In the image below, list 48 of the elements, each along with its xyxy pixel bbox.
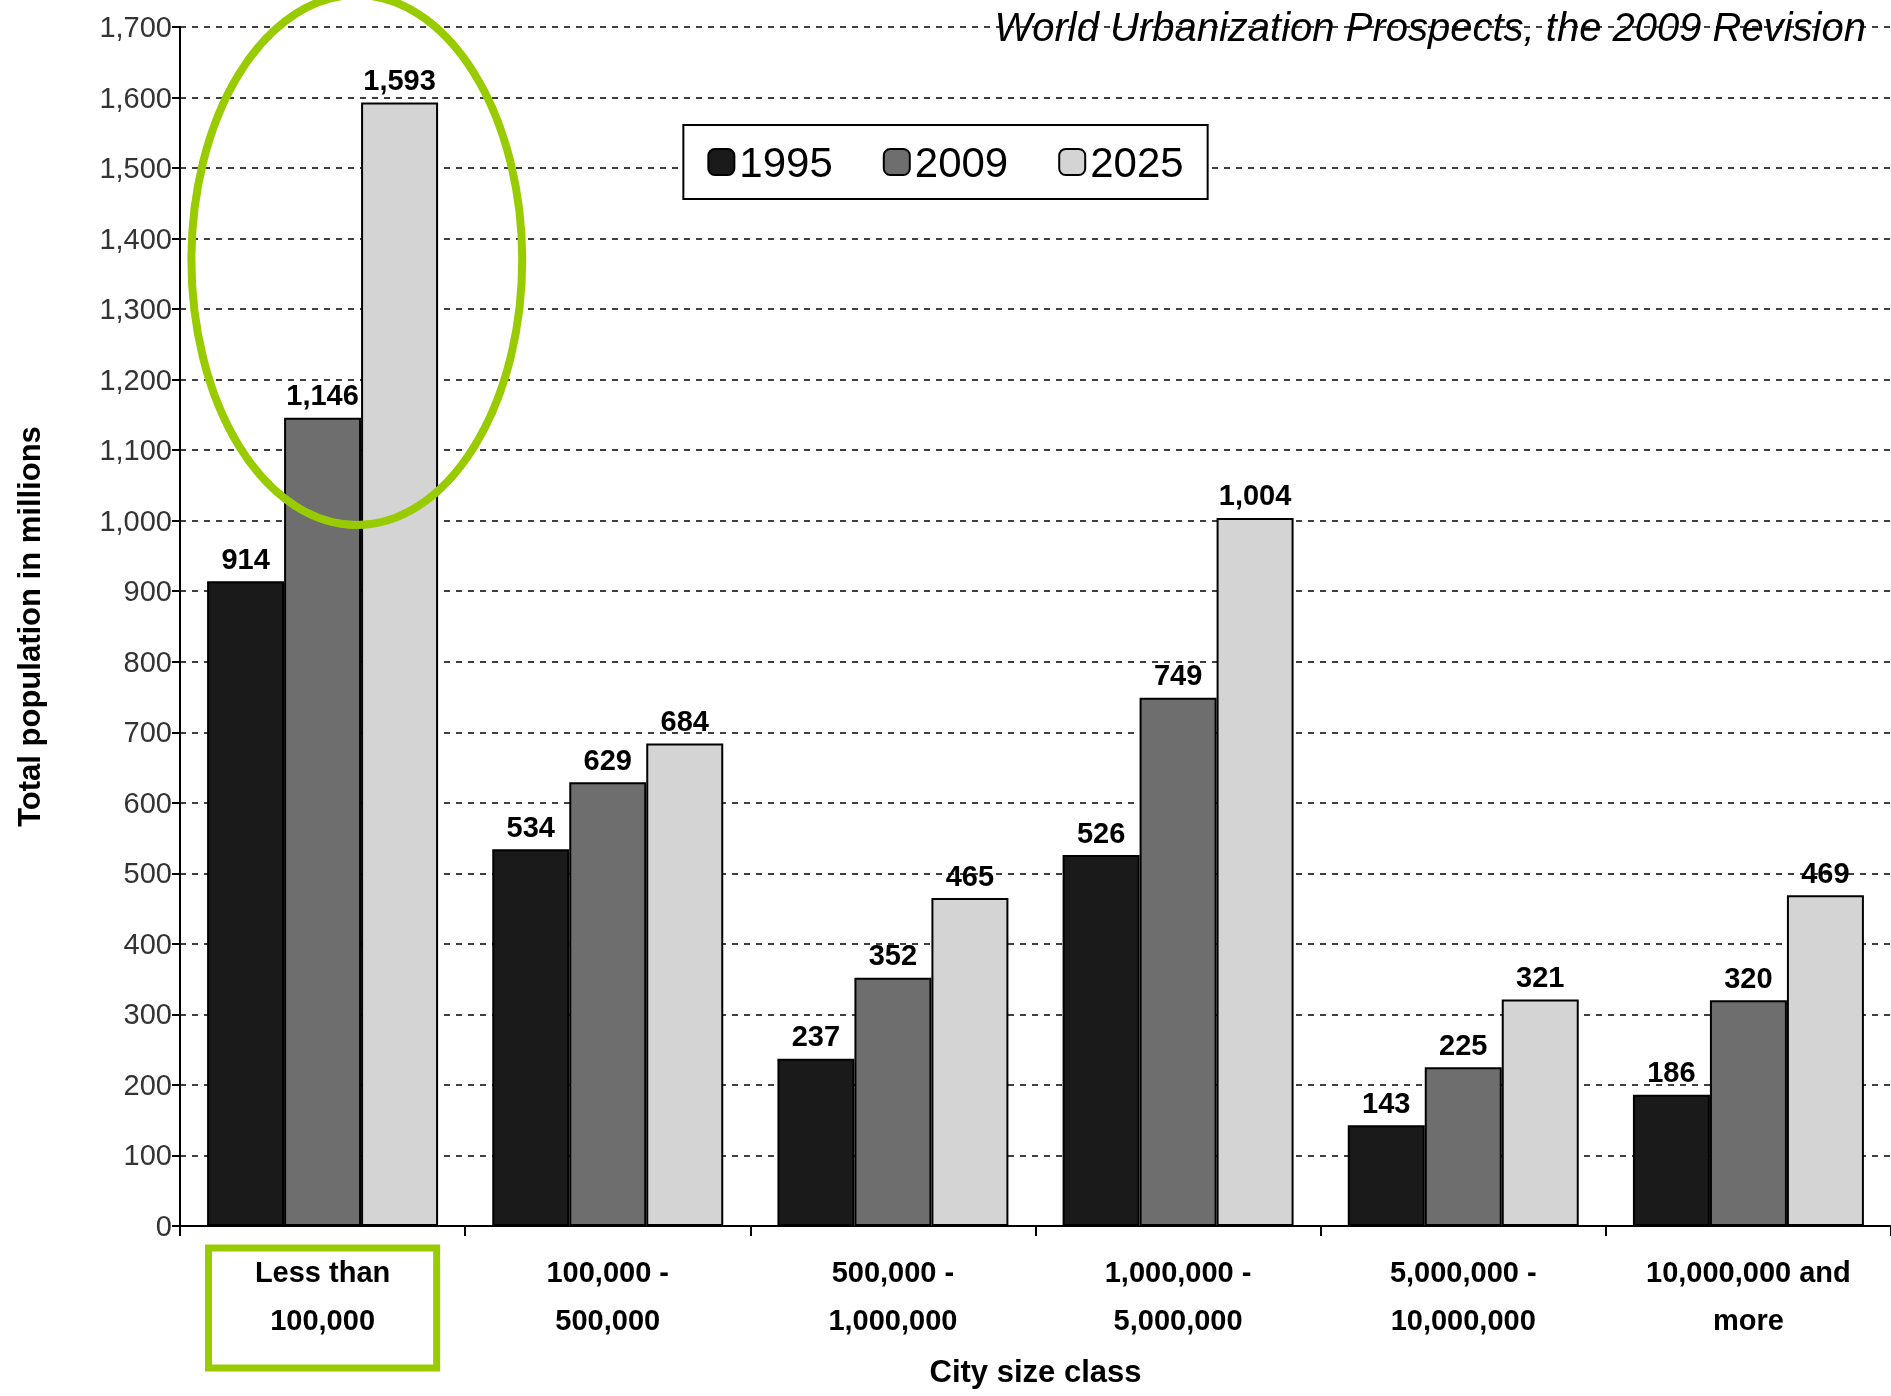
y-axis-title: Total population in millions bbox=[12, 426, 47, 827]
y-tick-label: 1,500 bbox=[99, 152, 172, 185]
x-tick-label: 10,000,000 and more bbox=[1646, 1256, 1851, 1336]
y-tick-label: 300 bbox=[123, 998, 172, 1031]
x-tick-label: 100,000 - 500,000 bbox=[546, 1256, 670, 1336]
data-label: 320 bbox=[1724, 961, 1773, 994]
y-tick-label: 600 bbox=[123, 786, 172, 819]
data-label: 629 bbox=[583, 743, 632, 776]
y-tick-label: 900 bbox=[123, 575, 172, 608]
data-label: 749 bbox=[1153, 659, 1203, 692]
y-tick-label: 700 bbox=[123, 716, 172, 749]
data-label: 526 bbox=[1076, 816, 1126, 849]
data-label: 225 bbox=[1439, 1028, 1488, 1061]
legend-label: 2025 bbox=[1090, 138, 1184, 186]
legend-label: 2009 bbox=[914, 138, 1009, 186]
y-tick-label: 500 bbox=[123, 857, 172, 890]
data-label: 186 bbox=[1647, 1056, 1696, 1089]
y-tick-label: 1,700 bbox=[99, 11, 172, 43]
data-label: 1,593 bbox=[363, 63, 436, 96]
x-tick-label: Less than 100,000 bbox=[254, 1256, 391, 1336]
data-label: 465 bbox=[945, 859, 995, 892]
y-tick-label: 1,100 bbox=[99, 434, 172, 467]
y-tick-label: 800 bbox=[123, 645, 172, 678]
data-label: 237 bbox=[791, 1020, 841, 1053]
data-label: 352 bbox=[868, 939, 918, 972]
data-label: 684 bbox=[660, 705, 709, 738]
data-label: 1,004 bbox=[1218, 479, 1292, 512]
x-tick-label: 1,000,000 - 5,000,000 bbox=[1104, 1256, 1252, 1336]
y-tick-label: 100 bbox=[123, 1139, 172, 1172]
legend-label: 1995 bbox=[739, 138, 833, 186]
data-label: 914 bbox=[221, 542, 270, 575]
y-tick-label: 1,000 bbox=[99, 504, 172, 537]
x-tick-label: 5,000,000 - 10,000,000 bbox=[1389, 1256, 1537, 1336]
y-tick-label: 400 bbox=[123, 927, 172, 960]
data-label: 469 bbox=[1801, 856, 1850, 889]
y-tick-label: 200 bbox=[123, 1068, 172, 1101]
y-tick-label: 1,300 bbox=[99, 293, 172, 326]
data-label: 143 bbox=[1362, 1086, 1411, 1119]
data-label: 534 bbox=[506, 810, 555, 843]
data-label: 321 bbox=[1516, 961, 1565, 994]
chart-title: World Urbanization Prospects, the 2009 Revision bbox=[994, 5, 1866, 49]
y-tick-label: 1,200 bbox=[99, 363, 172, 396]
y-tick-label: 1,600 bbox=[99, 81, 172, 114]
data-label: 1,146 bbox=[286, 379, 359, 412]
y-tick-label: 0 bbox=[155, 1210, 172, 1242]
x-tick-label: 500,000 - 1,000,000 bbox=[828, 1256, 958, 1336]
x-axis-title: City size class bbox=[929, 1354, 1142, 1389]
y-tick-label: 1,400 bbox=[99, 222, 172, 255]
